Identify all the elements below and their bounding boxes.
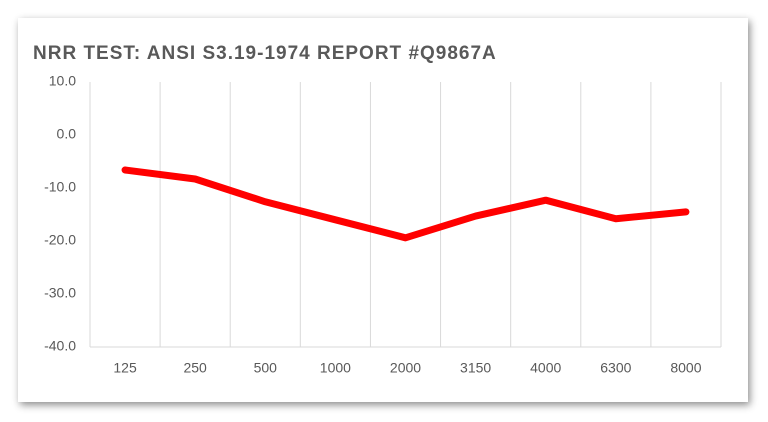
chart-card [18,18,748,402]
y-tick-label: -10.0 [44,179,76,195]
y-tick-label: -30.0 [44,285,76,301]
x-tick-label: 125 [113,360,137,376]
y-tick-label: 10.0 [49,73,76,89]
x-tick-label: 250 [183,360,207,376]
x-tick-label: 8000 [670,360,701,376]
y-tick-label: 0.0 [57,126,77,142]
x-tick-label: 1000 [320,360,351,376]
series-line [121,166,690,242]
chart-title: NRR TEST: ANSI S3.19-1974 REPORT #Q9867A [33,43,497,64]
x-tick-label: 3150 [460,360,491,376]
x-tick-label: 6300 [600,360,631,376]
x-tick-label: 500 [254,360,278,376]
x-tick-label: 2000 [390,360,421,376]
x-tick-label: 4000 [530,360,561,376]
y-tick-label: -20.0 [44,232,76,248]
y-tick-label: -40.0 [44,338,76,354]
